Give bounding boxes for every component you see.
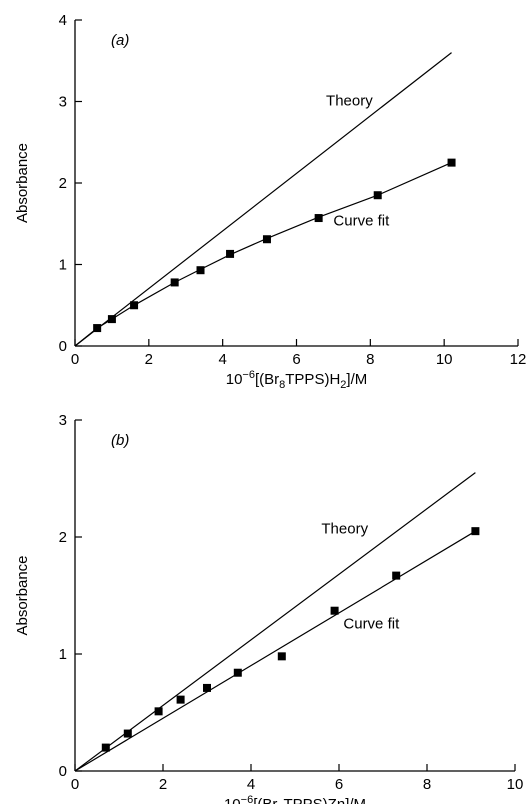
data-point: [471, 527, 480, 536]
data-point: [130, 301, 139, 310]
x-tick-label: 2: [159, 776, 167, 793]
curve-fit-line: [74, 162, 452, 347]
x-tick-label: 12: [510, 351, 527, 368]
y-tick-label: 3: [59, 412, 67, 429]
panel-label: (b): [111, 432, 129, 449]
x-tick-label: 10: [507, 776, 524, 793]
y-axis-title: Absorbance: [14, 555, 31, 635]
data-point: [170, 278, 179, 287]
data-point: [314, 214, 323, 223]
y-tick-label: 0: [59, 338, 67, 355]
x-tick-label: 8: [366, 351, 374, 368]
x-axis-title: 10−6[(Br8TPPS)H2]/M: [226, 369, 368, 391]
x-tick-label: 0: [71, 351, 79, 368]
data-point: [262, 235, 271, 244]
theory-line: [74, 472, 476, 772]
x-axis-title-exponent: −6: [241, 794, 254, 804]
y-tick-label: 3: [59, 94, 67, 111]
x-axis-title-part: [(Br: [255, 371, 279, 388]
x-axis-title-base: 10: [226, 371, 243, 388]
x-tick-label: 4: [247, 776, 255, 793]
x-axis-title-part: TPPS)Zn: [284, 796, 346, 804]
data-point: [123, 729, 132, 738]
y-tick-label: 2: [59, 529, 67, 546]
data-point: [392, 571, 401, 580]
data-point: [226, 249, 235, 258]
theory-label: Theory: [321, 520, 368, 537]
data-point: [107, 315, 116, 324]
x-tick-label: 0: [71, 776, 79, 793]
x-tick-label: 8: [423, 776, 431, 793]
x-axis-title-exponent: −6: [242, 369, 255, 381]
x-axis-title-base: 10: [224, 796, 241, 804]
data-point: [154, 707, 163, 716]
x-axis-title-part: TPPS)H: [285, 371, 340, 388]
y-axis-title: Absorbance: [14, 143, 31, 223]
curve-fit-line: [74, 530, 476, 772]
x-axis-title-part: [(Br: [253, 796, 277, 804]
theory-line: [74, 52, 452, 347]
data-point: [196, 266, 205, 275]
y-tick-label: 1: [59, 257, 67, 274]
chart-panel-b: 0 2 4 6 8 10 0 1 2 3 Absorbance 10−6[(Br8TPPS)Zn]/M…: [14, 412, 523, 804]
data-point: [101, 743, 110, 752]
y-tick-label: 1: [59, 646, 67, 663]
data-point: [447, 158, 456, 167]
x-tick-label: 6: [292, 351, 300, 368]
data-point: [277, 652, 286, 661]
x-axis-title: 10−6[(Br8TPPS)Zn]/M: [224, 794, 366, 804]
panel-label: (a): [111, 32, 129, 49]
data-point: [373, 191, 382, 200]
y-tick-label: 0: [59, 763, 67, 780]
curve-fit-label: Curve fit: [343, 615, 400, 632]
x-axis-title-part: ]/M: [345, 796, 366, 804]
data-point: [203, 683, 211, 692]
data-point: [176, 695, 185, 704]
y-tick-label: 2: [59, 175, 67, 192]
x-axis-title-subscript: 8: [279, 379, 285, 391]
data-point: [233, 668, 242, 677]
x-tick-label: 2: [145, 351, 153, 368]
x-tick-label: 4: [218, 351, 226, 368]
x-tick-label: 10: [436, 351, 453, 368]
x-axis-title-subscript: 2: [340, 379, 346, 391]
y-tick-label: 4: [59, 12, 67, 29]
x-tick-label: 6: [335, 776, 343, 793]
x-axis-title-part: ]/M: [346, 371, 367, 388]
curve-fit-label: Curve fit: [333, 212, 390, 229]
chart-panel-a: 0 2 4 6 8 10 1201234Absorbance10−6[(Br8TPPS)H2…: [14, 12, 526, 391]
theory-label: Theory: [326, 93, 373, 110]
data-point: [330, 606, 339, 615]
data-point: [93, 324, 102, 333]
